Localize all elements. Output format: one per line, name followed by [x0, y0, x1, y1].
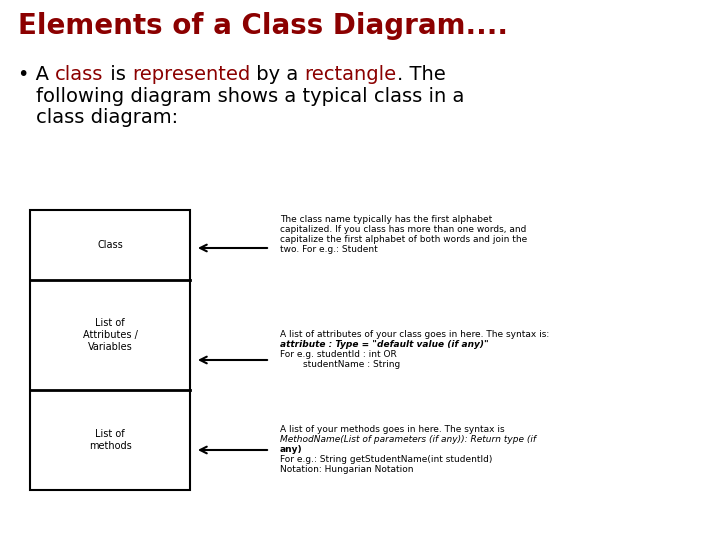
Text: represented: represented: [132, 65, 250, 84]
Text: rectangle: rectangle: [305, 65, 397, 84]
Text: class diagram:: class diagram:: [36, 109, 178, 127]
Text: For e.g.: String getStudentName(int studentId): For e.g.: String getStudentName(int stud…: [280, 455, 492, 464]
Text: • A: • A: [18, 65, 55, 84]
Text: MethodName(List of parameters (if any)): Return type (if: MethodName(List of parameters (if any)):…: [280, 435, 536, 444]
Text: studentName : String: studentName : String: [280, 360, 400, 369]
Text: A list of your methods goes in here. The syntax is: A list of your methods goes in here. The…: [280, 425, 505, 434]
Text: List of
Attributes /
Variables: List of Attributes / Variables: [83, 319, 138, 352]
Text: by a: by a: [250, 65, 305, 84]
FancyBboxPatch shape: [30, 210, 190, 490]
Text: For e.g. studentId : int OR: For e.g. studentId : int OR: [280, 350, 397, 359]
Text: A list of attributes of your class goes in here. The syntax is:: A list of attributes of your class goes …: [280, 330, 549, 339]
Text: . The: . The: [397, 65, 446, 84]
Text: capitalized. If you class has more than one words, and: capitalized. If you class has more than …: [280, 225, 526, 234]
Text: two. For e.g.: Student: two. For e.g.: Student: [280, 245, 378, 254]
Text: Elements of a Class Diagram....: Elements of a Class Diagram....: [18, 12, 508, 40]
Text: Class: Class: [97, 240, 123, 250]
Text: following diagram shows a typical class in a: following diagram shows a typical class …: [36, 87, 464, 106]
Text: The class name typically has the first alphabet: The class name typically has the first a…: [280, 215, 492, 224]
Text: class: class: [55, 65, 104, 84]
Text: is: is: [104, 65, 132, 84]
Text: attribute : Type = "default value (if any)": attribute : Type = "default value (if an…: [280, 340, 489, 349]
Text: Notation: Hungarian Notation: Notation: Hungarian Notation: [280, 464, 413, 474]
Text: capitalize the first alphabet of both words and join the: capitalize the first alphabet of both wo…: [280, 235, 527, 244]
Text: any): any): [280, 445, 302, 454]
Text: List of
methods: List of methods: [89, 429, 131, 451]
